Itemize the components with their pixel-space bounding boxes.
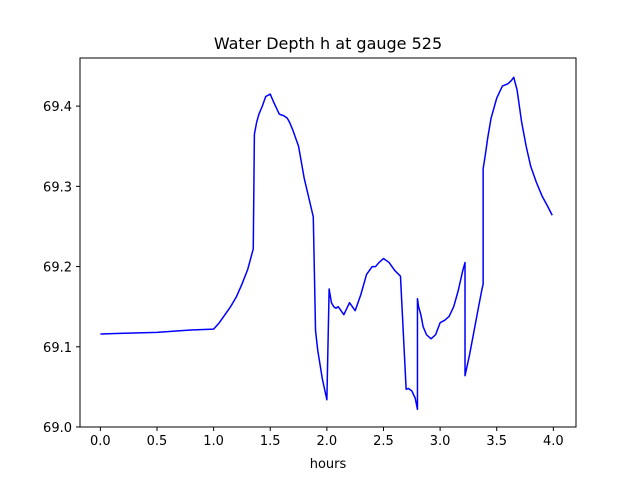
x-tick-label: 3.5 bbox=[486, 434, 507, 449]
x-tick-label: 1.0 bbox=[203, 434, 224, 449]
x-tick-label: 1.5 bbox=[260, 434, 281, 449]
x-tick-label: 2.0 bbox=[317, 434, 338, 449]
series-line bbox=[100, 76, 553, 411]
x-axis-label: hours bbox=[310, 457, 347, 472]
x-tick-label: 2.5 bbox=[373, 434, 394, 449]
x-tick-label: 4.0 bbox=[543, 434, 564, 449]
y-tick-label: 69.0 bbox=[43, 421, 72, 436]
chart-title: Water Depth h at gauge 525 bbox=[214, 34, 442, 53]
y-tick-label: 69.2 bbox=[43, 261, 72, 276]
y-tick-label: 69.4 bbox=[43, 100, 72, 115]
x-axis: 0.0 0.5 1.0 1.5 2.0 2.5 3.0 3.5 4.0 bbox=[90, 427, 564, 449]
x-tick-label: 0.0 bbox=[90, 434, 111, 449]
x-tick-label: 3.0 bbox=[430, 434, 451, 449]
x-tick-label: 0.5 bbox=[147, 434, 168, 449]
y-tick-label: 69.3 bbox=[43, 180, 72, 195]
y-axis: 69.0 69.1 69.2 69.3 69.4 bbox=[43, 100, 80, 436]
plot-frame bbox=[79, 57, 577, 428]
y-tick-label: 69.1 bbox=[43, 341, 72, 356]
